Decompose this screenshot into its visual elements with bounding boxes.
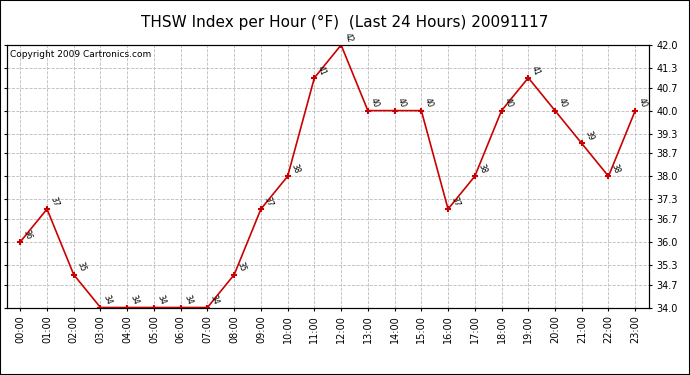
Text: 40: 40 bbox=[396, 97, 408, 109]
Text: 38: 38 bbox=[476, 163, 488, 175]
Text: 40: 40 bbox=[369, 97, 381, 109]
Text: 40: 40 bbox=[423, 97, 435, 109]
Text: 38: 38 bbox=[610, 163, 622, 175]
Text: 34: 34 bbox=[209, 294, 221, 306]
Text: 36: 36 bbox=[21, 228, 33, 240]
Text: 40: 40 bbox=[503, 97, 515, 109]
Text: 42: 42 bbox=[342, 32, 354, 44]
Text: 37: 37 bbox=[449, 195, 461, 208]
Text: 35: 35 bbox=[75, 261, 87, 273]
Text: 41: 41 bbox=[530, 64, 542, 76]
Text: 41: 41 bbox=[316, 64, 328, 76]
Text: 40: 40 bbox=[556, 97, 568, 109]
Text: THSW Index per Hour (°F)  (Last 24 Hours) 20091117: THSW Index per Hour (°F) (Last 24 Hours)… bbox=[141, 15, 549, 30]
Text: 40: 40 bbox=[637, 97, 649, 109]
Text: 35: 35 bbox=[235, 261, 247, 273]
Text: 34: 34 bbox=[128, 294, 140, 306]
Text: 34: 34 bbox=[102, 294, 114, 306]
Text: 37: 37 bbox=[262, 195, 274, 208]
Text: Copyright 2009 Cartronics.com: Copyright 2009 Cartronics.com bbox=[10, 50, 151, 59]
Text: 37: 37 bbox=[48, 195, 60, 208]
Text: 34: 34 bbox=[155, 294, 167, 306]
Text: 34: 34 bbox=[182, 294, 194, 306]
Text: 39: 39 bbox=[583, 130, 595, 142]
Text: 38: 38 bbox=[289, 163, 301, 175]
